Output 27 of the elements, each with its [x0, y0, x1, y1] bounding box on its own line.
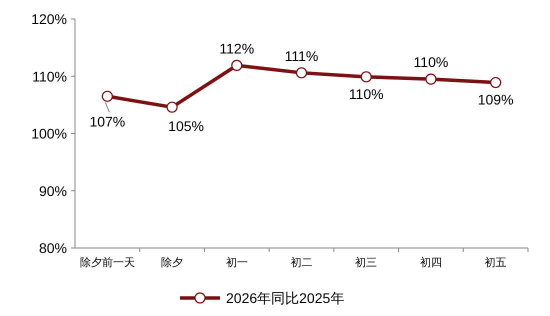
- x-tick-label: 初四: [420, 256, 442, 269]
- data-label: 112%: [219, 40, 254, 56]
- x-tick-label: 除夕前一天: [80, 257, 135, 269]
- y-tick-label: 90%: [38, 182, 67, 199]
- data-label: 107%: [89, 113, 126, 130]
- y-tick-label: 120%: [31, 11, 67, 27]
- point: [102, 90, 113, 102]
- point: [296, 67, 308, 78]
- legend-label: 2026年同比2025年: [226, 290, 344, 306]
- x-tick-label: 初五: [484, 256, 507, 269]
- data-label: 111%: [284, 48, 318, 64]
- y-tick-label: 110%: [32, 68, 67, 84]
- y-tick-label: 80%: [38, 240, 67, 256]
- x-tick-label: 除夕: [161, 257, 184, 269]
- point: [231, 60, 242, 71]
- x-tick-label: 初二: [290, 256, 312, 269]
- data-label: 110%: [348, 86, 384, 102]
- y-tick-label: 100%: [31, 126, 67, 142]
- x-tick-label: 初三: [355, 256, 378, 269]
- point: [166, 102, 178, 113]
- data-label: 105%: [168, 118, 204, 134]
- point: [490, 76, 502, 88]
- x-tick-label: 初一: [226, 256, 248, 269]
- data-label: 109%: [478, 92, 514, 108]
- point: [425, 74, 437, 85]
- data-label: 110%: [414, 54, 448, 70]
- point: [360, 71, 372, 82]
